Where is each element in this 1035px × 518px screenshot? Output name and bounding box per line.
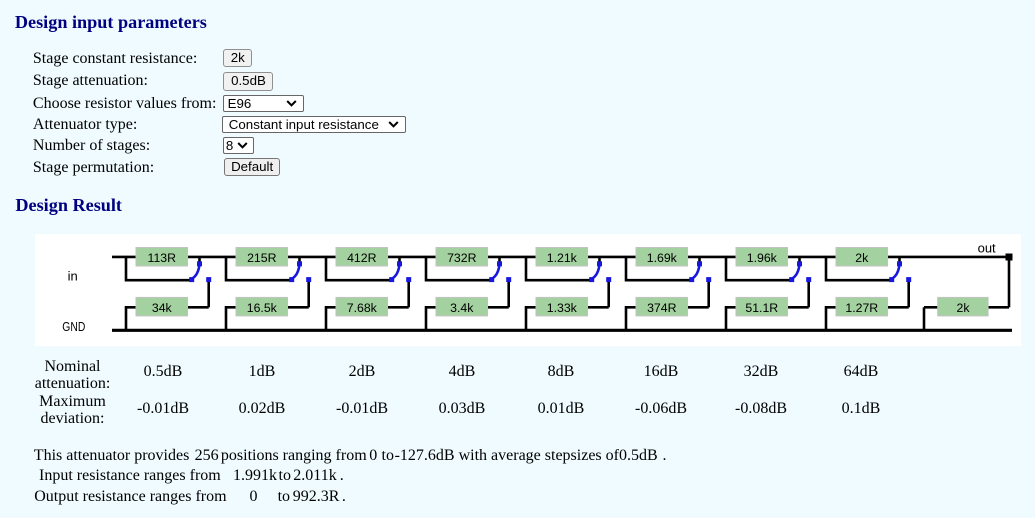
svg-text:GND: GND xyxy=(62,319,85,334)
svg-text:2k: 2k xyxy=(957,301,971,315)
svg-text:out: out xyxy=(978,240,996,255)
svg-text:374R: 374R xyxy=(647,301,677,315)
svg-text:1.33k: 1.33k xyxy=(547,301,578,315)
svg-text:1.96k: 1.96k xyxy=(747,251,778,265)
svg-text:1.21k: 1.21k xyxy=(547,251,578,265)
svg-text:7.68k: 7.68k xyxy=(347,301,378,315)
svg-text:2k: 2k xyxy=(855,251,869,265)
svg-text:16.5k: 16.5k xyxy=(247,301,278,315)
svg-text:in: in xyxy=(68,268,78,283)
svg-text:1.69k: 1.69k xyxy=(647,251,678,265)
svg-text:113R: 113R xyxy=(148,251,177,265)
svg-text:412R: 412R xyxy=(347,251,377,265)
svg-text:51.1R: 51.1R xyxy=(745,301,778,315)
svg-text:3.4k: 3.4k xyxy=(450,301,474,315)
svg-text:1.27R: 1.27R xyxy=(845,301,878,315)
svg-text:732R: 732R xyxy=(447,251,477,265)
svg-text:34k: 34k xyxy=(152,301,173,315)
svg-text:215R: 215R xyxy=(247,251,277,265)
